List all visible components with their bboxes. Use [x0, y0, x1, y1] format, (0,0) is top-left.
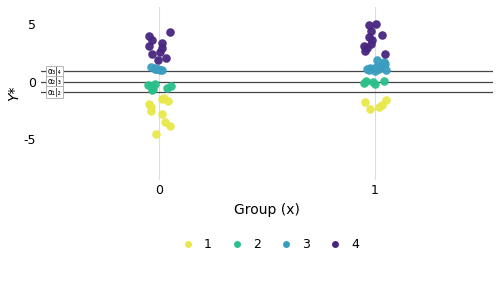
Point: [363, 66, 371, 71]
Point: [144, 44, 152, 48]
Point: [145, 33, 153, 38]
Point: [372, 22, 380, 27]
Point: [164, 99, 172, 104]
Point: [156, 67, 164, 72]
Point: [160, 96, 168, 100]
Point: [375, 105, 383, 109]
Point: [378, 32, 386, 37]
Point: [381, 62, 389, 67]
Point: [366, 23, 374, 28]
Point: [380, 79, 388, 83]
Point: [161, 120, 169, 124]
Point: [154, 66, 162, 71]
Point: [158, 112, 166, 116]
Point: [166, 84, 174, 89]
Point: [366, 35, 374, 39]
Point: [360, 81, 368, 85]
Text: α₂|₃: α₂|₃: [48, 77, 62, 86]
X-axis label: Group (x): Group (x): [234, 203, 300, 217]
Point: [378, 102, 386, 107]
Point: [150, 66, 158, 70]
Point: [366, 41, 374, 46]
Point: [148, 84, 156, 88]
Point: [366, 66, 374, 70]
Point: [366, 107, 374, 112]
Text: α₃|₄: α₃|₄: [48, 67, 62, 76]
Point: [148, 88, 156, 92]
Text: α₁|₂: α₁|₂: [48, 88, 62, 97]
Point: [166, 123, 174, 128]
Point: [148, 86, 156, 91]
Point: [368, 29, 376, 33]
Point: [150, 67, 158, 72]
Point: [158, 46, 166, 51]
Point: [370, 82, 378, 86]
Point: [374, 67, 382, 72]
Point: [360, 44, 368, 48]
Point: [382, 67, 390, 72]
Point: [148, 52, 156, 56]
Point: [166, 30, 174, 35]
Y-axis label: Y*: Y*: [7, 86, 21, 101]
Point: [152, 131, 160, 136]
Point: [370, 80, 378, 85]
Point: [368, 38, 376, 43]
Point: [158, 68, 166, 73]
Point: [362, 79, 370, 84]
Point: [364, 46, 372, 51]
Point: [148, 108, 156, 113]
Point: [151, 82, 159, 86]
Legend: 1, 2, 3, 4: 1, 2, 3, 4: [170, 233, 364, 256]
Point: [380, 52, 388, 56]
Point: [361, 48, 369, 53]
Point: [371, 69, 379, 73]
Point: [377, 63, 385, 68]
Point: [152, 67, 160, 72]
Point: [148, 105, 156, 109]
Point: [148, 38, 156, 43]
Point: [162, 55, 170, 60]
Point: [361, 100, 369, 105]
Point: [382, 98, 390, 102]
Point: [147, 65, 155, 69]
Point: [158, 97, 166, 101]
Point: [156, 49, 164, 54]
Point: [158, 40, 166, 45]
Point: [365, 68, 373, 73]
Point: [380, 60, 388, 64]
Point: [373, 57, 381, 62]
Point: [145, 101, 153, 106]
Point: [154, 57, 162, 62]
Point: [372, 65, 380, 69]
Point: [144, 82, 152, 87]
Point: [164, 85, 172, 90]
